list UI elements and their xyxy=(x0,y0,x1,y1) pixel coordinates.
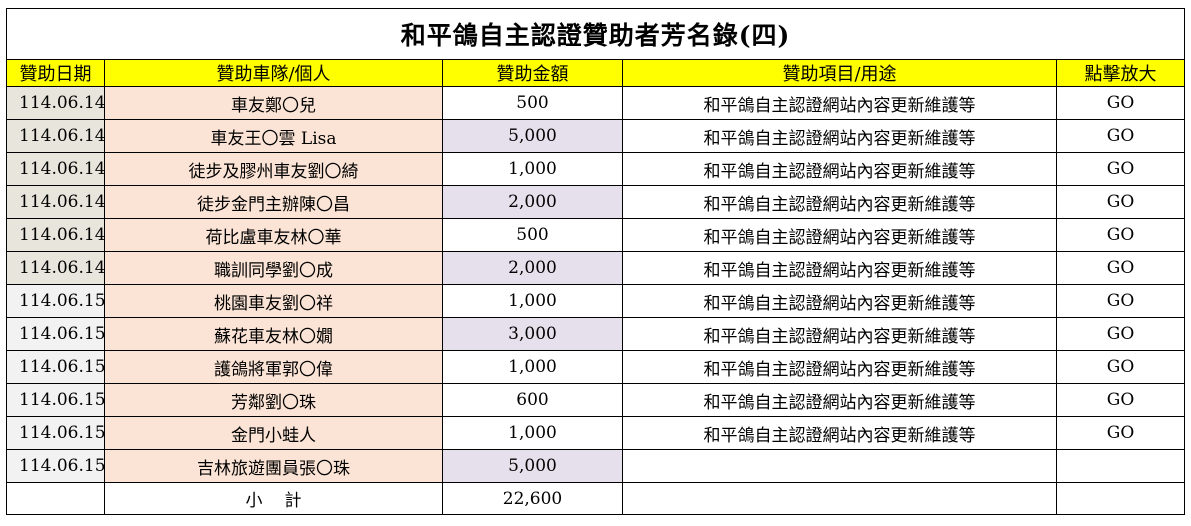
table-row: 114.06.14 車友鄭〇兒 500 和平鴿自主認證網站內容更新維護等 GO xyxy=(6,86,1186,120)
date-cell: 114.06.14 xyxy=(6,251,105,285)
donor-cell: 荷比盧車友林〇華 xyxy=(104,218,443,252)
amount-cell: 2,000 xyxy=(442,251,623,285)
purpose-cell: 和平鴿自主認證網站內容更新維護等 xyxy=(622,119,1057,153)
go-link[interactable]: GO xyxy=(1055,350,1186,384)
go-link[interactable]: GO xyxy=(1055,218,1186,252)
total-label: 小計 xyxy=(104,482,443,515)
header-purpose: 贊助項目/用途 xyxy=(622,59,1057,87)
amount-cell: 600 xyxy=(442,383,623,417)
donor-cell: 蘇花車友林〇嫺 xyxy=(104,317,443,351)
title-row: 和平鴿自主認證贊助者芳名錄(四) xyxy=(5,8,1186,60)
total-empty-cell xyxy=(1055,482,1186,515)
table-row: 114.06.15 桃園車友劉〇祥 1,000 和平鴿自主認證網站內容更新維護等… xyxy=(6,284,1186,318)
amount-cell: 5,000 xyxy=(442,119,623,153)
header-row: 贊助日期 贊助車隊/個人 贊助金額 贊助項目/用途 點擊放大 xyxy=(6,59,1186,87)
date-cell: 114.06.14 xyxy=(6,218,105,252)
purpose-cell: 和平鴿自主認證網站內容更新維護等 xyxy=(622,251,1057,285)
donor-cell: 護鴿將軍郭〇偉 xyxy=(104,350,443,384)
amount-cell: 2,000 xyxy=(442,185,623,219)
date-cell: 114.06.15 xyxy=(6,317,105,351)
purpose-cell: 和平鴿自主認證網站內容更新維護等 xyxy=(622,284,1057,318)
date-cell: 114.06.15 xyxy=(6,383,105,417)
table-row: 114.06.15 芳鄰劉〇珠 600 和平鴿自主認證網站內容更新維護等 GO xyxy=(6,383,1186,417)
donor-cell: 桃園車友劉〇祥 xyxy=(104,284,443,318)
sponsor-table: 和平鴿自主認證贊助者芳名錄(四) 贊助日期 贊助車隊/個人 贊助金額 贊助項目/… xyxy=(5,8,1186,515)
donor-cell: 芳鄰劉〇珠 xyxy=(104,383,443,417)
table-row: 114.06.14 徒步及膠州車友劉〇綺 1,000 和平鴿自主認證網站內容更新… xyxy=(6,152,1186,186)
total-row: 小計 22,600 xyxy=(6,482,1186,515)
table-row: 114.06.14 車友王〇雲 Lisa 5,000 和平鴿自主認證網站內容更新… xyxy=(6,119,1186,153)
go-link[interactable]: GO xyxy=(1055,284,1186,318)
purpose-cell: 和平鴿自主認證網站內容更新維護等 xyxy=(622,416,1057,450)
amount-cell: 500 xyxy=(442,86,623,120)
go-link[interactable]: GO xyxy=(1055,251,1186,285)
purpose-cell xyxy=(622,449,1057,483)
table-row: 114.06.15 護鴿將軍郭〇偉 1,000 和平鴿自主認證網站內容更新維護等… xyxy=(6,350,1186,384)
date-cell: 114.06.15 xyxy=(6,350,105,384)
go-link[interactable]: GO xyxy=(1055,317,1186,351)
amount-cell: 1,000 xyxy=(442,152,623,186)
date-cell: 114.06.14 xyxy=(6,152,105,186)
purpose-cell: 和平鴿自主認證網站內容更新維護等 xyxy=(622,185,1057,219)
amount-cell: 1,000 xyxy=(442,284,623,318)
donor-cell: 車友王〇雲 Lisa xyxy=(104,119,443,153)
purpose-cell: 和平鴿自主認證網站內容更新維護等 xyxy=(622,86,1057,120)
purpose-cell: 和平鴿自主認證網站內容更新維護等 xyxy=(622,152,1057,186)
table-row: 114.06.15 吉林旅遊團員張〇珠 5,000 xyxy=(6,449,1186,483)
header-date: 贊助日期 xyxy=(6,59,105,87)
table-row: 114.06.15 金門小蛙人 1,000 和平鴿自主認證網站內容更新維護等 G… xyxy=(6,416,1186,450)
go-link[interactable]: GO xyxy=(1055,416,1186,450)
amount-cell: 1,000 xyxy=(442,416,623,450)
date-cell: 114.06.15 xyxy=(6,449,105,483)
donor-cell: 徒步金門主辦陳〇昌 xyxy=(104,185,443,219)
table-row: 114.06.14 荷比盧車友林〇華 500 和平鴿自主認證網站內容更新維護等 … xyxy=(6,218,1186,252)
date-cell: 114.06.14 xyxy=(6,185,105,219)
total-amount: 22,600 xyxy=(442,482,623,515)
date-cell: 114.06.14 xyxy=(6,86,105,120)
go-link[interactable]: GO xyxy=(1055,152,1186,186)
donor-cell: 職訓同學劉〇成 xyxy=(104,251,443,285)
donor-cell: 吉林旅遊團員張〇珠 xyxy=(104,449,443,483)
go-link[interactable]: GO xyxy=(1055,86,1186,120)
go-link[interactable]: GO xyxy=(1055,185,1186,219)
total-empty-cell xyxy=(6,482,105,515)
donor-cell: 徒步及膠州車友劉〇綺 xyxy=(104,152,443,186)
total-empty-cell xyxy=(622,482,1057,515)
donor-cell: 車友鄭〇兒 xyxy=(104,86,443,120)
date-cell: 114.06.14 xyxy=(6,119,105,153)
header-donor: 贊助車隊/個人 xyxy=(104,59,443,87)
amount-cell: 5,000 xyxy=(442,449,623,483)
purpose-cell: 和平鴿自主認證網站內容更新維護等 xyxy=(622,350,1057,384)
purpose-cell: 和平鴿自主認證網站內容更新維護等 xyxy=(622,218,1057,252)
purpose-cell: 和平鴿自主認證網站內容更新維護等 xyxy=(622,317,1057,351)
date-cell: 114.06.15 xyxy=(6,416,105,450)
header-amount: 贊助金額 xyxy=(442,59,623,87)
go-link[interactable]: GO xyxy=(1055,383,1186,417)
table-row: 114.06.15 蘇花車友林〇嫺 3,000 和平鴿自主認證網站內容更新維護等… xyxy=(6,317,1186,351)
donor-cell: 金門小蛙人 xyxy=(104,416,443,450)
purpose-cell: 和平鴿自主認證網站內容更新維護等 xyxy=(622,383,1057,417)
sheet-title: 和平鴿自主認證贊助者芳名錄(四) xyxy=(5,8,1186,60)
amount-cell: 500 xyxy=(442,218,623,252)
link-cell xyxy=(1055,449,1186,483)
amount-cell: 3,000 xyxy=(442,317,623,351)
go-link[interactable]: GO xyxy=(1055,119,1186,153)
amount-cell: 1,000 xyxy=(442,350,623,384)
header-link: 點擊放大 xyxy=(1055,59,1186,87)
date-cell: 114.06.15 xyxy=(6,284,105,318)
table-row: 114.06.14 徒步金門主辦陳〇昌 2,000 和平鴿自主認證網站內容更新維… xyxy=(6,185,1186,219)
table-row: 114.06.14 職訓同學劉〇成 2,000 和平鴿自主認證網站內容更新維護等… xyxy=(6,251,1186,285)
